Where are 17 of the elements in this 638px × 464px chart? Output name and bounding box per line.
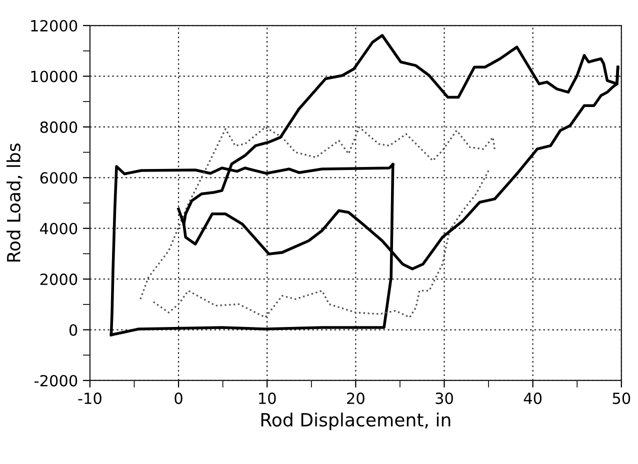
y-axis-title: Rod Load, lbs [6, 144, 22, 262]
x-tick-label: 50 [612, 392, 630, 404]
x-axis-title: Rod Displacement, in [261, 412, 450, 430]
y-tick-label: -2000 [34, 374, 78, 386]
x-tick-label: 40 [524, 392, 542, 404]
y-tick-label: 12000 [31, 20, 78, 32]
x-tick-label: 20 [347, 392, 364, 404]
x-tick-label: 30 [436, 392, 453, 404]
y-tick-label: 4000 [40, 222, 78, 234]
y-tick-label: 0 [69, 324, 78, 336]
x-tick-label: -10 [78, 392, 102, 404]
y-tick-label: 8000 [40, 121, 78, 133]
x-tick-label: 0 [174, 392, 182, 404]
y-tick-label: 6000 [40, 172, 78, 184]
x-tick-label: 10 [259, 392, 276, 404]
y-tick-label: 2000 [40, 274, 78, 286]
y-tick-label: 10000 [31, 70, 78, 82]
